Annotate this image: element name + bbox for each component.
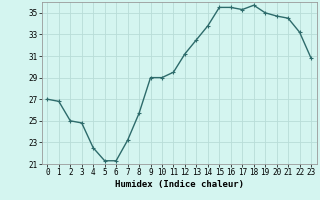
X-axis label: Humidex (Indice chaleur): Humidex (Indice chaleur) [115, 180, 244, 189]
